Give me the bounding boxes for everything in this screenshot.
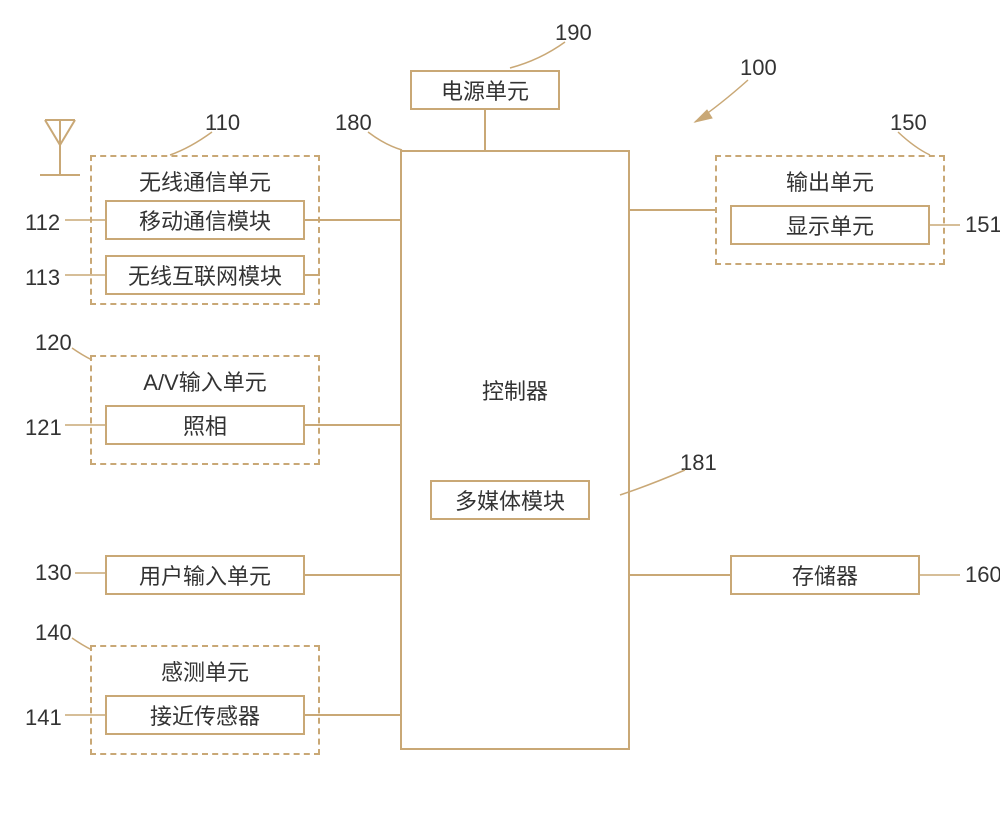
proximity-sensor-box: 接近传感器 xyxy=(105,695,305,735)
ref-140: 140 xyxy=(35,620,72,646)
wireless-comm-unit-title: 无线通信单元 xyxy=(139,165,271,197)
mobile-comm-module-box: 移动通信模块 xyxy=(105,200,305,240)
user-input-unit-label: 用户输入单元 xyxy=(139,559,271,591)
power-unit-label: 电源单元 xyxy=(441,74,529,106)
ref-141: 141 xyxy=(25,705,62,731)
ref-190: 190 xyxy=(555,20,592,46)
proximity-sensor-label: 接近传感器 xyxy=(150,699,260,731)
sensing-unit-title: 感测单元 xyxy=(161,655,249,687)
camera-box: 照相 xyxy=(105,405,305,445)
av-input-unit-title: A/V输入单元 xyxy=(143,365,266,397)
controller-label: 控制器 xyxy=(482,374,548,406)
ref-113: 113 xyxy=(25,265,60,291)
ref-110: 110 xyxy=(205,110,240,136)
ref-121: 121 xyxy=(25,415,62,441)
ref-100: 100 xyxy=(740,55,777,81)
ref-181: 181 xyxy=(680,450,717,476)
ref-151: 151 xyxy=(965,212,1000,238)
arrow-100 xyxy=(695,80,748,122)
ref-120: 120 xyxy=(35,330,72,356)
wireless-internet-module-box: 无线互联网模块 xyxy=(105,255,305,295)
wireless-internet-module-label: 无线互联网模块 xyxy=(128,259,282,291)
camera-label: 照相 xyxy=(183,409,227,441)
ref-130: 130 xyxy=(35,560,72,586)
power-unit-box: 电源单元 xyxy=(410,70,560,110)
ref-180: 180 xyxy=(335,110,372,136)
output-unit-title: 输出单元 xyxy=(786,165,874,197)
multimedia-module-label: 多媒体模块 xyxy=(455,484,565,516)
controller-box: 控制器 xyxy=(400,150,630,750)
ref-150: 150 xyxy=(890,110,927,136)
user-input-unit-box: 用户输入单元 xyxy=(105,555,305,595)
memory-box: 存储器 xyxy=(730,555,920,595)
memory-label: 存储器 xyxy=(792,559,858,591)
ref-160: 160 xyxy=(965,562,1000,588)
mobile-comm-module-label: 移动通信模块 xyxy=(139,204,271,236)
display-unit-label: 显示单元 xyxy=(786,209,874,241)
antenna-icon xyxy=(40,120,80,175)
display-unit-box: 显示单元 xyxy=(730,205,930,245)
multimedia-module-box: 多媒体模块 xyxy=(430,480,590,520)
ref-112: 112 xyxy=(25,210,60,236)
